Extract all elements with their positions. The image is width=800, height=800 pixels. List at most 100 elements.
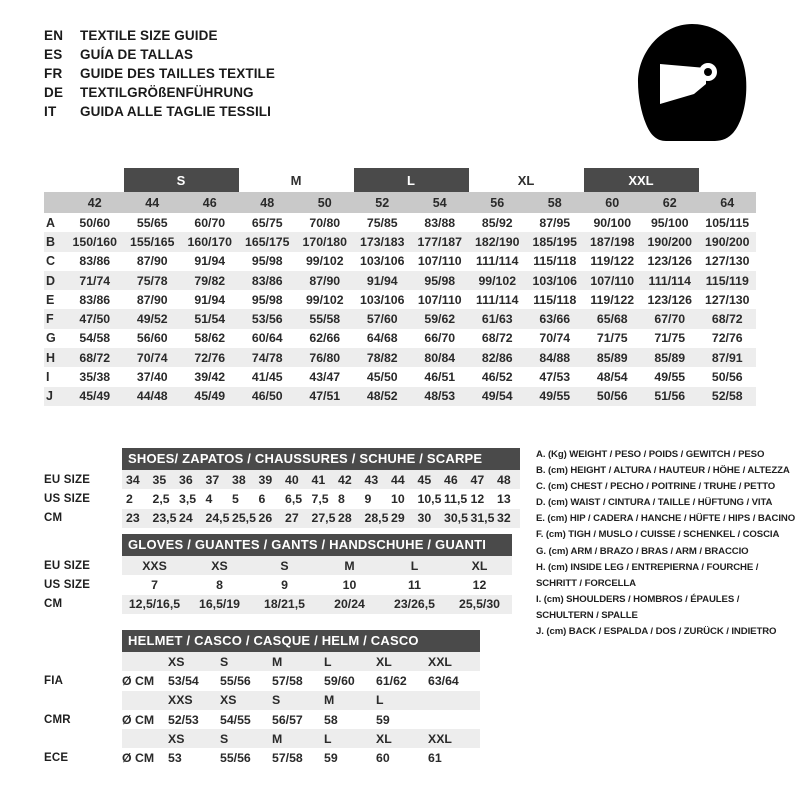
shoes-cell: 10,5 (417, 491, 442, 506)
gloves-cell: L (410, 558, 419, 573)
shoes-cell: 30,5 (444, 511, 468, 526)
band-row-spacer (44, 168, 66, 192)
measurement-cell: 50/56 (596, 389, 628, 404)
shoes-cell: 48 (497, 472, 511, 487)
measurement-cell: 103/106 (360, 254, 405, 269)
shoes-cell: 45 (417, 472, 432, 487)
legend-line: I. (cm) SHOULDERS / HOMBROS / ÉPAULES / (536, 593, 740, 605)
helmet-size-label: XL (376, 654, 392, 669)
measurement-cell: 173/183 (360, 234, 405, 249)
shoes-cell: 29 (391, 511, 405, 526)
shoes-row: 23 23,5 24 24,5 25,5 26 27 27,5 28 28,5 29 30 30,5 31… (122, 508, 520, 528)
gloves-cell: XXS (142, 558, 167, 573)
measurement-cell: 99/102 (478, 273, 517, 288)
helmet-value-cell: 53/54 (168, 673, 199, 688)
legend-line: A. (Kg) WEIGHT / PESO / POIDS / GEWITCH … (536, 449, 765, 460)
helmet-size-row-spacer (122, 691, 168, 710)
shoes-cell: 12 (470, 491, 485, 506)
title-language-code: FR (44, 66, 63, 81)
shoes-cell: 44 (391, 472, 405, 487)
gloves-table: EU SIZE US SIZE CM GLOVES / GUANTES / GANT… (44, 534, 512, 614)
gloves-header: GLOVES / GUANTES / GANTS / HANDSCHUHE / … (122, 534, 512, 556)
measurement-cell: 123/126 (647, 292, 692, 307)
measurement-cell: 54/58 (79, 331, 111, 346)
measurement-cell: 41/45 (251, 370, 283, 385)
measurement-cell: 62/66 (309, 331, 341, 346)
helmet-size-label: M (272, 731, 283, 746)
shoes-cell: 6 (258, 491, 266, 506)
size-value: 44 (145, 195, 160, 210)
measurement-cell: 59/62 (424, 312, 456, 327)
shoes-cell: 37 (205, 472, 220, 487)
measurement-cell: 47/53 (539, 370, 571, 385)
measurement-cell: 60/70 (194, 215, 226, 230)
size-value: 56 (490, 195, 505, 210)
shoes-cell: 13 (497, 491, 511, 506)
measurement-letter: H (46, 350, 56, 365)
shoes-cell: 24,5 (205, 511, 230, 526)
measurement-cell: 45/49 (194, 389, 226, 404)
legend-line: F. (cm) TIGH / MUSLO / CUISSE / SCHENKEL… (536, 529, 780, 541)
helmet-standard-cmr: CMR (44, 713, 71, 726)
helmet-size-label: M (324, 693, 335, 708)
measurement-cell: 70/80 (309, 215, 341, 230)
measurement-cell: 50/56 (711, 370, 743, 385)
shoes-cell: 7,5 (311, 491, 329, 506)
measurement-cell: 49/54 (481, 389, 513, 404)
helmet-value-cell: 54/55 (220, 712, 251, 727)
helmet-value-cell: 55/56 (220, 751, 251, 766)
measurement-letter: G (46, 331, 56, 346)
helmet-standard-fia: FIA (44, 674, 64, 687)
gloves-cell: XL (471, 558, 488, 573)
helmet-value-cell: 53 (168, 751, 182, 766)
helmet-size-label: XXL (428, 654, 452, 669)
measurement-cell: 91/94 (194, 292, 226, 307)
measurement-cell: 79/82 (194, 273, 226, 288)
helmet-size-row-spacer (122, 652, 168, 671)
helmet-size-row: XS S M L XL XXL (122, 652, 480, 672)
helmet-value-cell: 57/58 (272, 673, 303, 688)
shoes-cell: 3,5 (179, 491, 197, 506)
measurement-cell: 71/74 (79, 273, 111, 288)
measurement-cell: 45/50 (366, 370, 398, 385)
measurement-cell: 115/118 (533, 254, 577, 269)
shoes-cell: 8 (338, 491, 345, 506)
measurement-cell: 49/55 (539, 389, 571, 404)
gloves-row: XXS XS S M L XL (122, 556, 512, 576)
size-band-row: S M L XL XXL (44, 168, 756, 192)
shoes-cell: 6,5 (285, 491, 303, 506)
gloves-row: 7 8 9 10 11 12 (122, 575, 512, 594)
shoes-cell: 2 (126, 491, 133, 506)
measurement-cell: 177/187 (417, 234, 462, 249)
helmet-value-cell: 59/60 (324, 673, 355, 688)
measurement-letter: J (46, 389, 53, 404)
title-language-code: IT (44, 104, 57, 119)
legend-line: E. (cm) HIP / CADERA / HANCHE / HÜFTE / … (536, 513, 796, 525)
measurement-cell: 115/119 (705, 273, 749, 288)
shoes-row: 34 35 36 37 38 39 40 41 42 43 44 45 46 47 48 (122, 470, 520, 490)
table-row: D 71/74 75/78 79/82 83/86 87/90 91/94 95/98 99/1… (44, 270, 756, 291)
shoes-cell: 5 (232, 491, 239, 506)
measurement-cell: 107/110 (590, 273, 635, 288)
measurement-cell: 95/98 (424, 273, 456, 288)
gloves-cell: 12 (472, 577, 487, 592)
size-band-xxl: XXL (583, 168, 699, 192)
helmet-value-cell: 55/56 (220, 673, 251, 688)
table-row: I 35/38 37/40 39/42 41/45 43/47 45/50 46/51 46/5… (44, 367, 756, 387)
measurement-cell: 187/198 (590, 234, 635, 249)
helmet-value-cell: 61 (428, 751, 442, 766)
measurement-cell: 103/106 (532, 273, 577, 288)
shoes-cell: 23 (126, 511, 140, 526)
measurement-cell: 170/180 (302, 234, 347, 249)
measurement-cell: 87/90 (136, 292, 168, 307)
helmet-value-row: Ø CM 53 55/56 57/58 59 60 61 (122, 748, 480, 767)
measurement-letter: E (46, 292, 55, 307)
helmet-value-row: Ø CM 53/54 55/56 57/58 59/60 61/62 63/64 (122, 671, 480, 690)
measurement-letter: C (46, 254, 56, 269)
gloves-row: 12,5/16,5 16,5/19 18/21,5 20/24 23/26,5 25,5/… (122, 594, 512, 614)
measurement-cell: 72/76 (711, 331, 743, 346)
helmet-unit-label: Ø CM (122, 673, 155, 688)
gloves-label-eu-size: EU SIZE (44, 559, 91, 572)
measurement-cell: 60/64 (251, 331, 283, 346)
measurement-cell: 71/75 (596, 331, 628, 346)
